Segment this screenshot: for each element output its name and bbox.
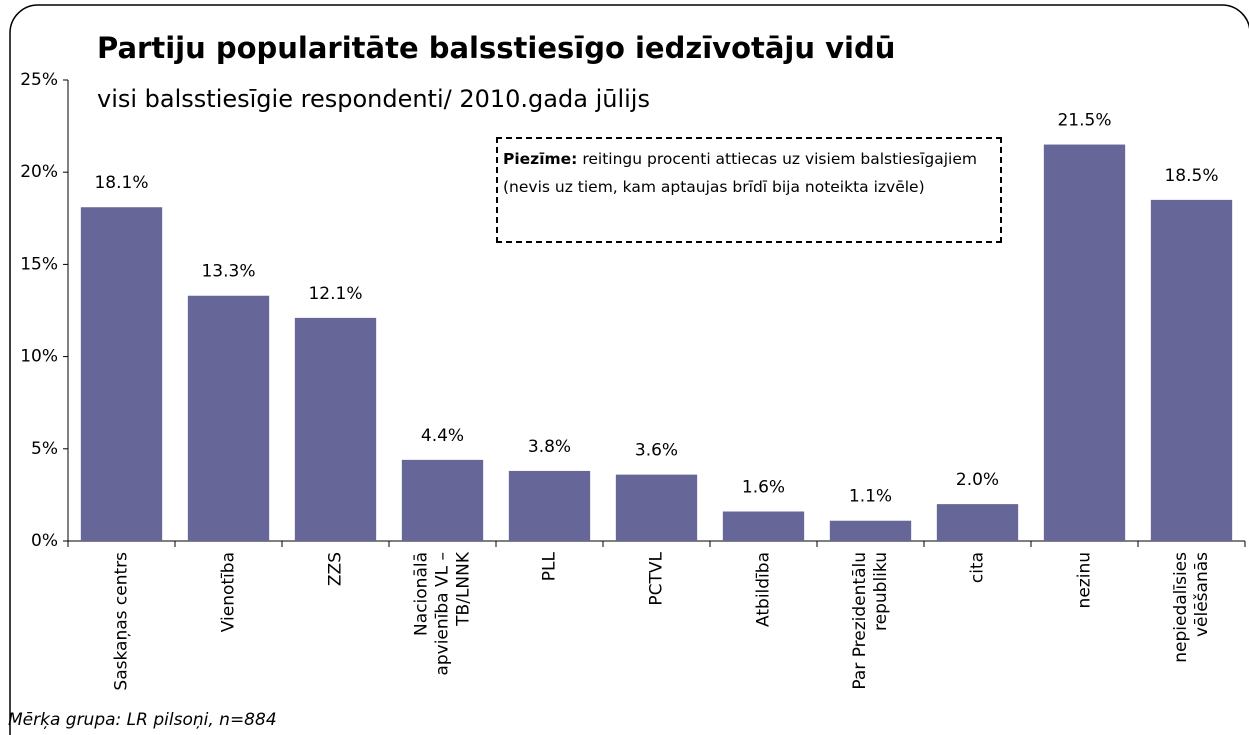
y-tick-label: 20% xyxy=(20,162,58,182)
value-label: 12.1% xyxy=(308,284,362,304)
bar xyxy=(1043,144,1126,542)
x-tick-label: PCTVL xyxy=(647,551,667,605)
x-tick-group: Atbildība xyxy=(754,552,774,627)
value-label: 1.6% xyxy=(742,477,785,497)
x-tick-group: cita xyxy=(968,552,988,583)
x-tick-group: PCTVL xyxy=(647,551,667,605)
note: Piezīme: reitingu procenti attiecas uz v… xyxy=(496,137,1002,243)
bar xyxy=(615,474,698,541)
value-label: 2.0% xyxy=(956,470,999,490)
bar xyxy=(508,470,591,541)
y-tick-label: 15% xyxy=(20,254,58,274)
bar xyxy=(936,504,1019,541)
value-label: 1.1% xyxy=(849,487,892,507)
y-tick-label: 0% xyxy=(31,531,58,551)
frame xyxy=(9,4,1249,735)
value-label: 18.5% xyxy=(1164,166,1218,186)
x-tick-label: Saskaņas centrs xyxy=(112,552,132,691)
y-tick-label: 10% xyxy=(20,347,58,367)
x-tick-label: nezinu xyxy=(1075,552,1095,608)
chart-subtitle: visi balsstiesīgie respondenti/ 2010.gad… xyxy=(97,85,650,113)
value-label: 3.8% xyxy=(528,437,571,457)
x-tick-label: Nacionālāapvienība VL –TB/LNNK xyxy=(412,551,474,675)
x-tick-label: Vienotība xyxy=(219,552,239,632)
x-tick-group: PLL xyxy=(540,551,560,581)
x-tick-group: ZZS xyxy=(326,552,346,586)
bar xyxy=(722,511,805,541)
bar xyxy=(294,317,377,541)
x-tick-label: PLL xyxy=(540,551,560,581)
x-tick-group: Saskaņas centrs xyxy=(112,552,132,691)
bar xyxy=(401,459,484,541)
note-label: Piezīme: xyxy=(503,150,578,168)
y-tick-label: 25% xyxy=(20,70,58,90)
x-tick-group: Vienotība xyxy=(219,552,239,632)
value-label: 21.5% xyxy=(1057,111,1111,131)
x-tick-label: ZZS xyxy=(326,552,346,586)
chart-title: Partiju popularitāte balsstiesīgo iedzīv… xyxy=(97,31,895,65)
note-text: reitingu procenti attiecas uz visiem bal… xyxy=(503,150,977,196)
x-tick-group: Par Prezidentālurepubliku xyxy=(850,552,891,690)
bar xyxy=(1150,199,1233,542)
x-tick-label: nepiedalīsiesvēlēšanās xyxy=(1171,552,1212,663)
x-tick-label: cita xyxy=(968,552,988,583)
x-tick-label: Par Prezidentālurepubliku xyxy=(850,552,891,690)
x-tick-label: Atbildība xyxy=(754,552,774,627)
x-tick-group: Nacionālāapvienība VL –TB/LNNK xyxy=(412,551,474,675)
value-label: 4.4% xyxy=(421,426,464,446)
value-label: 3.6% xyxy=(635,441,678,461)
footnote: Mērķa grupa: LR pilsoņi, n=884 xyxy=(8,710,277,730)
bar xyxy=(187,295,270,541)
x-tick-group: nezinu xyxy=(1075,552,1095,608)
value-label: 18.1% xyxy=(94,173,148,193)
bar xyxy=(80,207,163,541)
value-label: 13.3% xyxy=(201,262,255,282)
x-tick-group: nepiedalīsiesvēlēšanās xyxy=(1171,552,1212,663)
y-tick-label: 5% xyxy=(31,439,58,459)
bar xyxy=(829,520,912,541)
